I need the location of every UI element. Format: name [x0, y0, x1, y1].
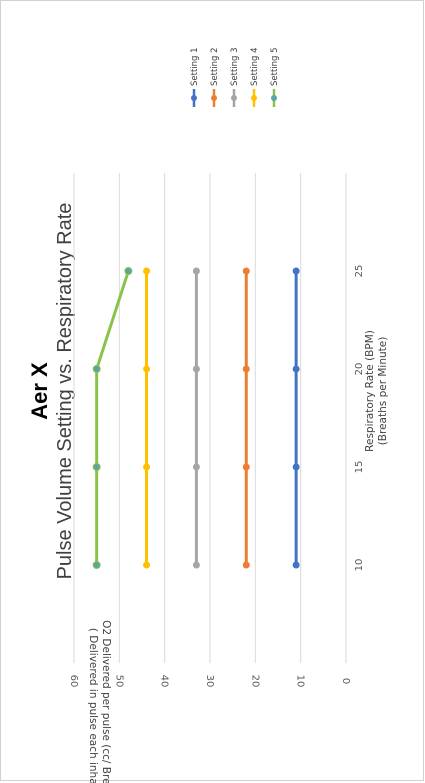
y-tick-label: 50 — [113, 675, 124, 688]
legend-swatch-marker — [251, 95, 257, 101]
chart-subtitle: Pulse Volume Setting vs. Respiratory Rat… — [54, 203, 76, 580]
legend-label: Setting 2 — [210, 47, 220, 86]
x-axis-title-line-1: Respiratory Rate (BPM) — [364, 330, 376, 452]
data-point — [192, 365, 200, 373]
data-point — [242, 561, 250, 569]
y-tick-label: 20 — [249, 675, 260, 688]
data-point — [92, 561, 101, 569]
legend-item: Setting 5 — [270, 47, 280, 107]
legend-swatch-marker — [271, 95, 277, 101]
data-point — [143, 267, 151, 275]
y-axis-title-line-2: ( Delivered in pulse each inhale) — [87, 628, 99, 783]
data-point — [192, 463, 200, 471]
series-line — [95, 270, 130, 565]
data-point — [242, 463, 250, 471]
legend-label: Setting 5 — [270, 47, 280, 86]
series-1 — [292, 267, 300, 569]
data-point — [242, 365, 250, 373]
data-point — [92, 463, 101, 471]
data-point — [143, 365, 151, 373]
y-axis-ticks: 0 10 20 30 40 50 60 — [68, 675, 351, 688]
legend-label: Setting 4 — [250, 47, 260, 86]
y-tick-label: 40 — [159, 675, 170, 688]
data-point — [192, 561, 200, 569]
legend-swatch-marker — [211, 95, 217, 101]
legend-swatch-marker — [191, 95, 197, 101]
data-point — [292, 267, 300, 275]
legend-label: Setting 3 — [230, 47, 240, 86]
legend-swatch-marker — [231, 95, 237, 101]
data-point — [124, 267, 133, 275]
y-axis-title-line-1: O2 Delivered per pulse (cc/ Breath) — [100, 620, 112, 783]
x-axis-title-line-2: (Breaths per Minute) — [377, 337, 389, 446]
x-tick-label: 25 — [354, 265, 365, 278]
y-tick-label: 0 — [340, 678, 351, 684]
legend-item: Setting 3 — [230, 47, 240, 107]
gridlines — [73, 173, 302, 663]
series-layer — [92, 267, 300, 569]
chart-title: Aer X — [27, 362, 52, 420]
y-tick-label: 10 — [295, 675, 306, 688]
series-2 — [242, 267, 250, 569]
y-tick-label: 60 — [68, 675, 79, 688]
data-point — [92, 365, 101, 373]
data-point — [242, 267, 250, 275]
data-point — [292, 463, 300, 471]
y-tick-label: 30 — [204, 675, 215, 688]
x-tick-label: 15 — [354, 461, 365, 474]
data-point — [143, 463, 151, 471]
legend: Setting 1 Setting 2 Setting 3 Setting 4 Sett… — [190, 47, 280, 107]
x-axis-ticks: 10 15 20 25 — [354, 265, 365, 572]
data-point — [292, 561, 300, 569]
data-point — [292, 365, 300, 373]
legend-item: Setting 2 — [210, 47, 220, 107]
series-3 — [192, 267, 200, 569]
series-5 — [92, 267, 133, 569]
series-4 — [143, 267, 151, 569]
legend-item: Setting 1 — [190, 47, 200, 107]
x-tick-label: 20 — [354, 363, 365, 376]
x-tick-label: 10 — [354, 559, 365, 572]
legend-item: Setting 4 — [250, 47, 260, 107]
legend-label: Setting 1 — [190, 47, 200, 86]
data-point — [192, 267, 200, 275]
data-point — [143, 561, 151, 569]
